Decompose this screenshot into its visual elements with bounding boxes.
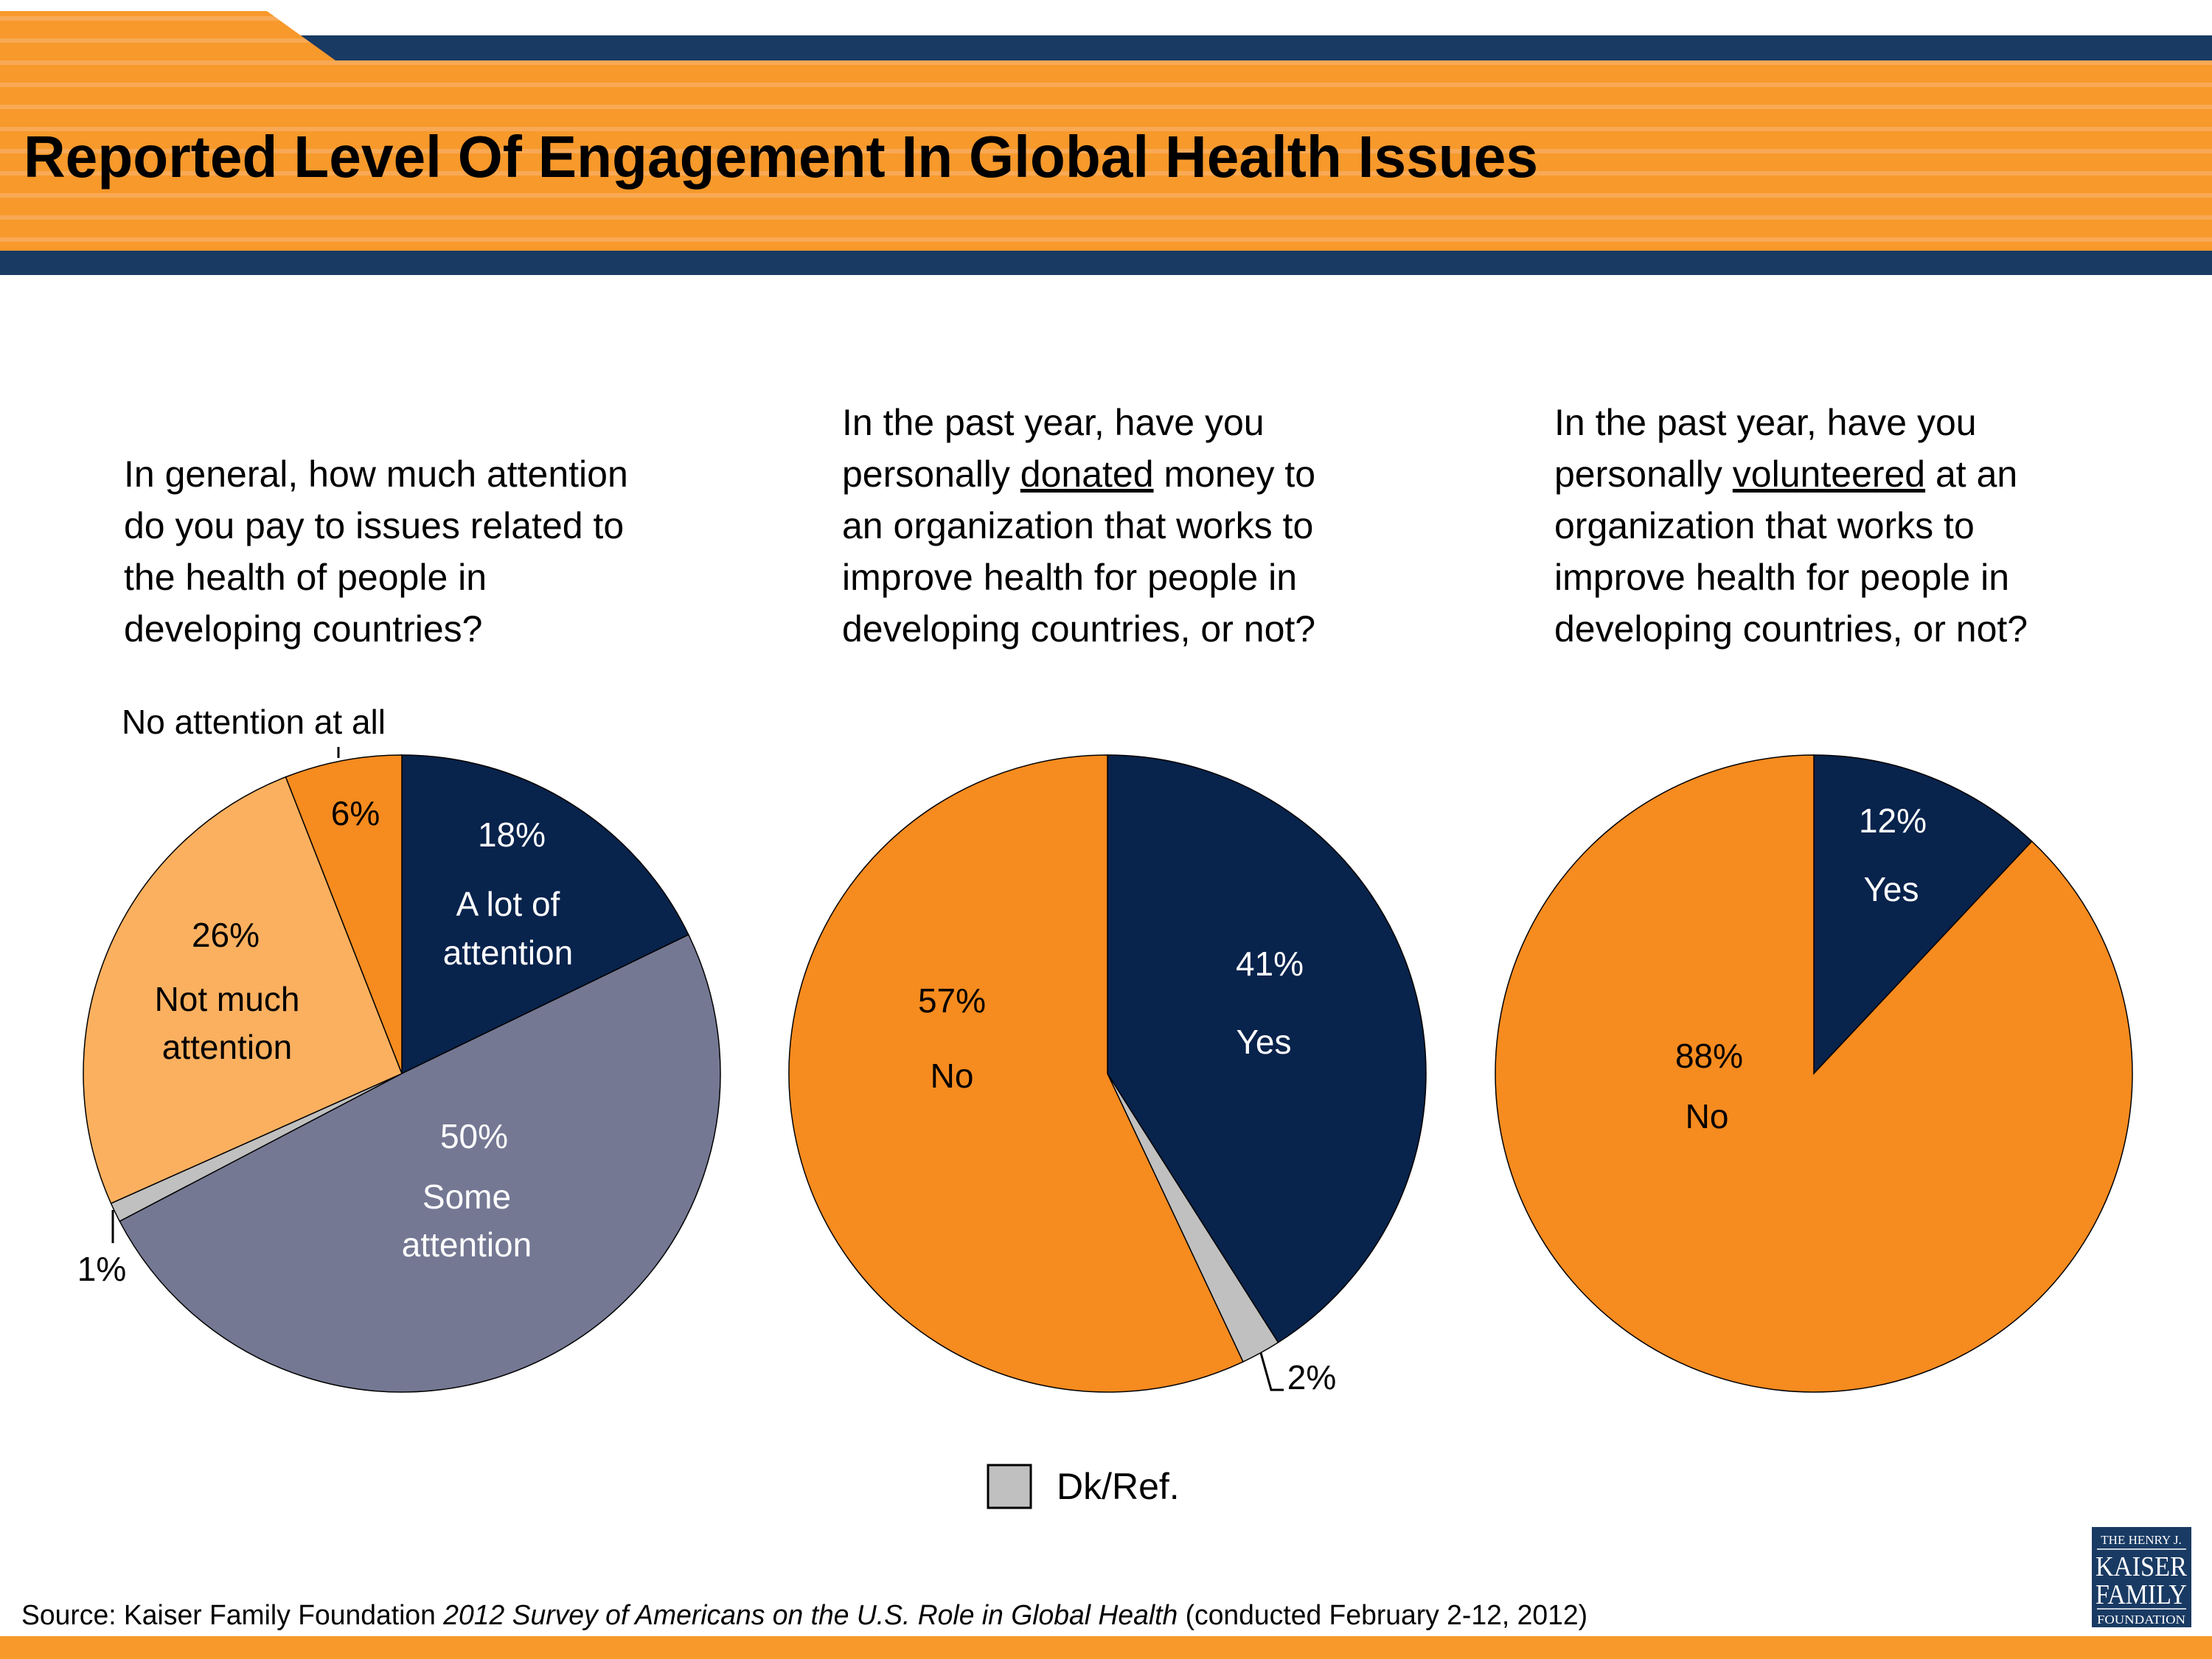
data-label: Not much [155, 980, 300, 1018]
svg-text:THE HENRY J.: THE HENRY J. [2101, 1533, 2181, 1547]
question-line: an organization that works to [842, 505, 1313, 546]
page-title: Reported Level Of Engagement In Global H… [24, 124, 1538, 189]
header-banner: Reported Level Of Engagement In Global H… [0, 11, 2212, 275]
question-line: developing countries? [124, 608, 482, 650]
data-label: No attention at all [122, 703, 386, 741]
legend: Dk/Ref. [987, 1464, 1180, 1509]
data-label: attention [162, 1028, 292, 1066]
data-label: Some [422, 1178, 511, 1216]
question-line: improve health for people in [1554, 557, 2009, 598]
data-label: 57% [918, 981, 986, 1020]
underlined-word: donated [1020, 453, 1154, 495]
data-label: 50% [440, 1117, 508, 1155]
question-line: the health of people in [124, 557, 487, 598]
question-line: In the past year, have you [1554, 402, 1977, 443]
data-label: 41% [1236, 945, 1304, 983]
pie-slice-not-much-attention [83, 776, 403, 1205]
pie-chart-volunteered [1495, 754, 2133, 1393]
data-label: Yes [1236, 1023, 1291, 1061]
data-label: 18% [478, 815, 546, 854]
legend-swatch-dk-ref [987, 1464, 1032, 1509]
question-line: improve health for people in [842, 557, 1297, 598]
data-label: 12% [1859, 801, 1927, 840]
data-label: 6% [331, 794, 380, 832]
pie-slice-no-attention-at-all [285, 754, 403, 1074]
data-label: No [1686, 1097, 1729, 1135]
data-label: 88% [1675, 1037, 1743, 1075]
question-line: developing countries, or not? [842, 608, 1315, 650]
legend-label: Dk/Ref. [1057, 1466, 1180, 1507]
question-line: In the past year, have you [842, 402, 1265, 443]
question-line: developing countries, or not? [1554, 608, 2028, 650]
data-label: 26% [192, 916, 260, 954]
kaiser-family-foundation-logo: THE HENRY J. KAISER FAMILY FOUNDATION [2092, 1527, 2191, 1627]
question-line: do you pay to issues related to [124, 505, 624, 546]
data-label: A lot of [456, 885, 560, 923]
data-label: Yes [1863, 870, 1919, 908]
data-label: attention [443, 933, 573, 972]
pie-chart-attention [83, 754, 721, 1393]
pie-slice-no [788, 754, 1244, 1393]
pie-slice-a-lot-of-attention [401, 754, 689, 1075]
svg-text:FOUNDATION: FOUNDATION [2097, 1613, 2185, 1627]
pie-slice-yes [1107, 754, 1427, 1343]
underlined-word: volunteered [1733, 453, 1925, 495]
question-line: personally donated money to [842, 453, 1315, 495]
leader-line [1259, 1352, 1284, 1391]
questions: In general, how much attention do you pay… [124, 402, 2028, 650]
svg-text:KAISER: KAISER [2096, 1551, 2188, 1582]
pie-slice-some-attention [119, 933, 721, 1393]
question-line: In general, how much attention [124, 453, 628, 495]
svg-text:FAMILY: FAMILY [2096, 1579, 2187, 1610]
footer-bar [0, 1636, 2212, 1659]
source-note: Source: Kaiser Family Foundation 2012 Su… [21, 1600, 1587, 1631]
pie-slice-no [1495, 754, 2133, 1393]
pie-chart-donated [788, 754, 1427, 1393]
pie-slice-yes [1813, 754, 2033, 1075]
data-label: attention [402, 1225, 532, 1264]
data-label: No [931, 1057, 974, 1095]
question-line: organization that works to [1554, 505, 1975, 546]
question-line: personally volunteered at an [1554, 453, 2017, 495]
data-label: 2% [1287, 1358, 1336, 1397]
data-label: 1% [77, 1250, 126, 1288]
